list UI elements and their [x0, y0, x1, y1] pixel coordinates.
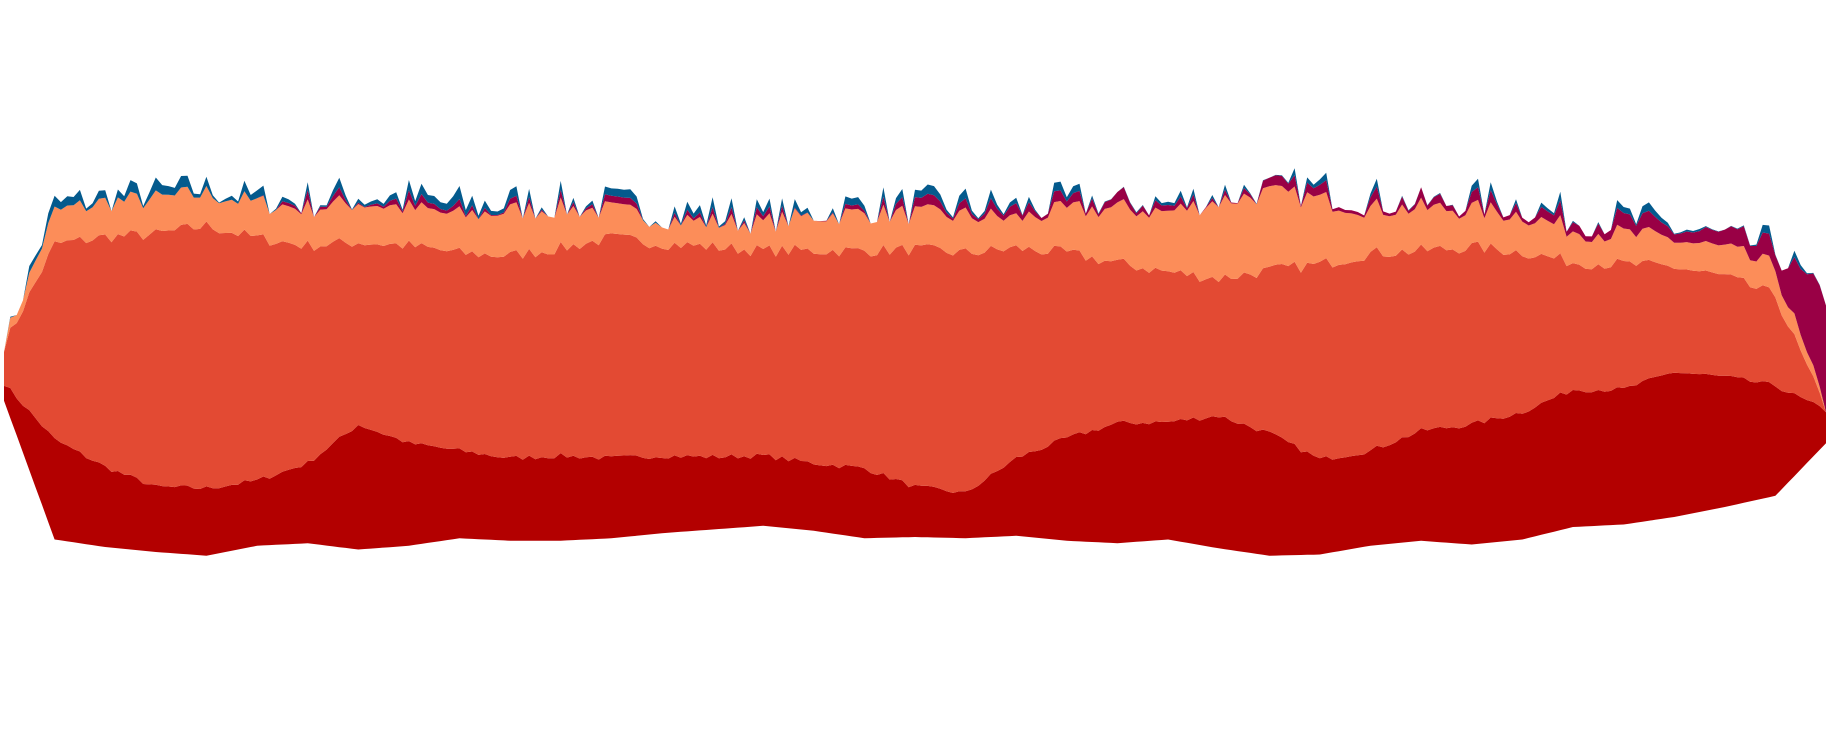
stream-layer-5: [4, 168, 1826, 352]
stream-layer-2: [4, 221, 1826, 493]
stream-layer-3: [4, 185, 1826, 413]
stream-layer-1: [4, 372, 1826, 556]
